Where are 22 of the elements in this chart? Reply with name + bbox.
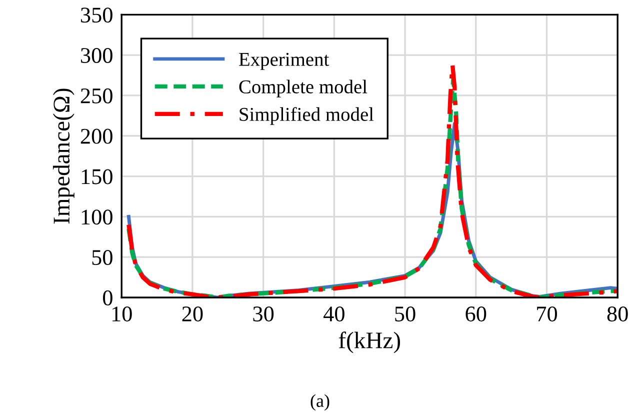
- y-tick-label: 50: [92, 250, 112, 266]
- x-tick-label: 50: [395, 306, 416, 322]
- legend-label: Experiment: [239, 52, 330, 70]
- x-tick-label: 30: [253, 306, 274, 322]
- x-tick-label: 70: [537, 306, 558, 322]
- x-tick-label: 60: [466, 306, 486, 322]
- x-tick-label: 40: [323, 306, 344, 322]
- legend-label: Simplified model: [240, 107, 374, 125]
- y-tick-label: 200: [80, 128, 112, 144]
- x-tick-label: 10: [112, 306, 132, 322]
- y-tick-label: 350: [80, 8, 112, 23]
- y-tick-label: 300: [80, 48, 112, 63]
- legend-label: Complete model: [239, 80, 368, 98]
- x-axis-title: f(kHz): [338, 332, 400, 354]
- x-tick-label: 80: [607, 306, 628, 322]
- y-tick-label: 150: [82, 169, 112, 184]
- y-axis-title: Impedance(Ω): [52, 88, 74, 224]
- y-tick-label: 100: [82, 210, 112, 225]
- text: (a): [310, 394, 330, 411]
- y-tick-label: 250: [80, 88, 112, 104]
- y-tick-label: 0: [103, 290, 112, 306]
- x-tick-label: 20: [182, 306, 203, 322]
